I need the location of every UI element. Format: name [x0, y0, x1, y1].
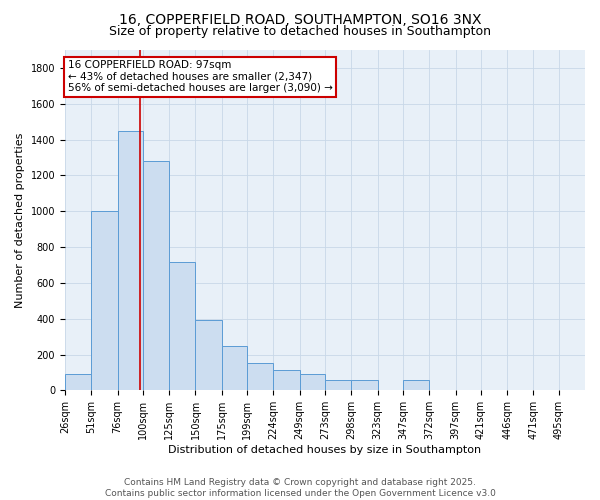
Text: Contains HM Land Registry data © Crown copyright and database right 2025.
Contai: Contains HM Land Registry data © Crown c…: [104, 478, 496, 498]
Y-axis label: Number of detached properties: Number of detached properties: [15, 132, 25, 308]
Bar: [325, 380, 351, 390]
Bar: [118, 130, 143, 390]
Text: 16, COPPERFIELD ROAD, SOUTHAMPTON, SO16 3NX: 16, COPPERFIELD ROAD, SOUTHAMPTON, SO16 …: [119, 12, 481, 26]
Bar: [91, 211, 118, 390]
X-axis label: Distribution of detached houses by size in Southampton: Distribution of detached houses by size …: [169, 445, 482, 455]
Bar: [65, 374, 91, 390]
Bar: [299, 374, 325, 390]
Bar: [351, 380, 377, 390]
Bar: [403, 380, 429, 390]
Text: 16 COPPERFIELD ROAD: 97sqm
← 43% of detached houses are smaller (2,347)
56% of s: 16 COPPERFIELD ROAD: 97sqm ← 43% of deta…: [68, 60, 332, 94]
Bar: [222, 346, 247, 391]
Bar: [196, 320, 222, 390]
Bar: [169, 262, 196, 390]
Bar: [274, 370, 299, 390]
Bar: [143, 161, 169, 390]
Bar: [247, 364, 274, 390]
Text: Size of property relative to detached houses in Southampton: Size of property relative to detached ho…: [109, 25, 491, 38]
